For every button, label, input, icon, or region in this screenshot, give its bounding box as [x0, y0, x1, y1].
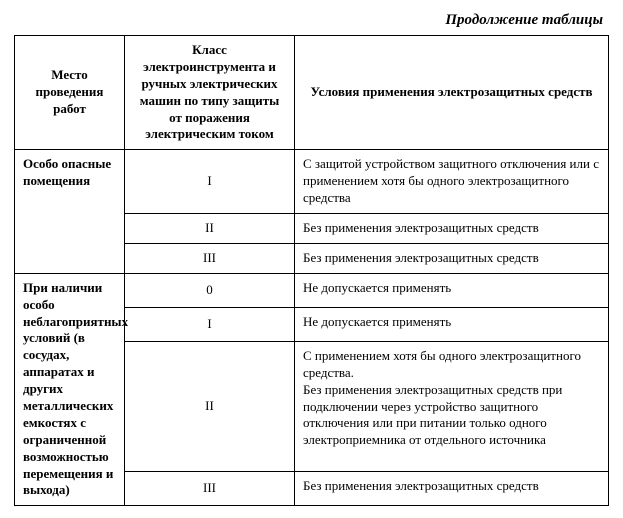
- table-header-row: Место проведения работ Класс электроинст…: [15, 36, 609, 150]
- section-label: При наличии особо неблагоприятных услови…: [15, 273, 125, 506]
- class-cell: II: [125, 214, 295, 244]
- condition-cell: Без применения электрозащитных средств: [295, 472, 609, 506]
- table-row: При наличии особо неблагоприятных услови…: [15, 273, 609, 307]
- condition-cell: Не допускается применять: [295, 273, 609, 307]
- header-location: Место проведения работ: [15, 36, 125, 150]
- class-cell: 0: [125, 273, 295, 307]
- class-cell: III: [125, 243, 295, 273]
- section-label: Особо опасные помещения: [15, 150, 125, 273]
- condition-cell: С защитой устройством защитного отключен…: [295, 150, 609, 214]
- condition-cell: Без применения электрозащитных средств: [295, 243, 609, 273]
- header-conditions: Условия применения электрозащитных средс…: [295, 36, 609, 150]
- condition-cell: Не допускается применять: [295, 307, 609, 341]
- header-class: Класс электроинструмента и ручных электр…: [125, 36, 295, 150]
- class-cell: III: [125, 472, 295, 506]
- table-caption: Продолжение таблицы: [14, 12, 609, 29]
- condition-cell: С применением хотя бы одного электрозащи…: [295, 341, 609, 471]
- class-cell: I: [125, 307, 295, 341]
- protection-table: Место проведения работ Класс электроинст…: [14, 35, 609, 506]
- class-cell: II: [125, 341, 295, 471]
- condition-cell: Без применения электрозащитных средств: [295, 214, 609, 244]
- class-cell: I: [125, 150, 295, 214]
- table-row: Особо опасные помещения I С защитой устр…: [15, 150, 609, 214]
